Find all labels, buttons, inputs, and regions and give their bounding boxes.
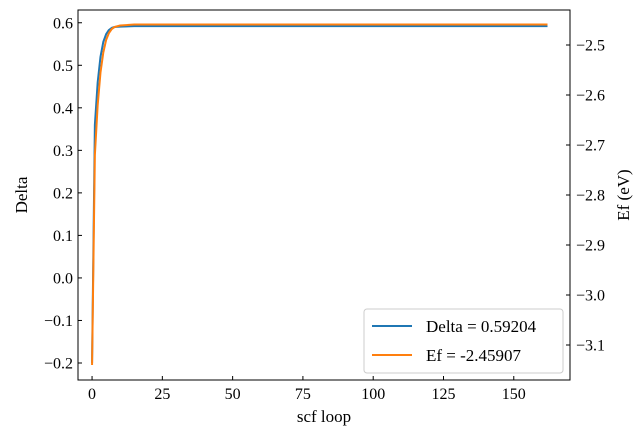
left-y-tick-label: 0.3 — [53, 143, 73, 160]
x-tick-label: 125 — [431, 386, 455, 403]
x-tick-label: 0 — [88, 386, 96, 403]
x-axis-ticks: 0 25 50 75 100 125 150 — [88, 376, 526, 403]
right-y-axis-label: Ef (eV) — [614, 169, 633, 220]
right-y-tick-label: −2.6 — [576, 88, 605, 105]
legend-label-ef: Ef = -2.45907 — [426, 346, 522, 365]
left-y-tick-label: 0.1 — [53, 228, 73, 245]
plot-frame — [77, 9, 571, 381]
left-y-tick-label: 0.0 — [53, 270, 73, 287]
x-tick-label: 50 — [225, 386, 241, 403]
x-tick-label: 150 — [502, 386, 526, 403]
left-y-tick-label: 0.5 — [53, 58, 73, 75]
left-y-tick-label: 0.4 — [53, 100, 73, 117]
x-tick-label: 100 — [361, 386, 385, 403]
left-y-tick-label: −0.2 — [44, 355, 73, 372]
series-line-ef — [91, 23, 548, 366]
right-y-tick-label: −2.7 — [576, 138, 605, 155]
right-y-axis-ticks: −3.1 −3.0 −2.9 −2.8 −2.7 −2.6 −2.5 — [566, 38, 605, 355]
left-y-tick-label: 0.2 — [53, 185, 73, 202]
legend-box — [363, 308, 564, 374]
right-y-tick-label: −2.9 — [576, 238, 605, 255]
left-y-tick-label: 0.6 — [53, 15, 73, 32]
legend-label-delta: Delta = 0.59204 — [426, 317, 537, 336]
x-tick-label: 25 — [154, 386, 170, 403]
right-y-tick-label: −2.5 — [576, 38, 605, 55]
right-y-tick-label: −3.0 — [576, 288, 605, 305]
x-axis-label: scf loop — [297, 407, 351, 426]
legend: Delta = 0.59204 Ef = -2.45907 — [363, 308, 564, 374]
left-y-axis-label: Delta — [12, 176, 31, 213]
left-y-axis-ticks: −0.2 −0.1 0.0 0.1 0.2 0.3 0.4 0.5 0.6 — [44, 15, 82, 372]
x-tick-label: 75 — [295, 386, 311, 403]
right-y-tick-label: −2.8 — [576, 188, 605, 205]
right-y-tick-label: −3.1 — [576, 338, 605, 355]
series-group — [91, 23, 548, 366]
left-y-tick-label: −0.1 — [44, 313, 73, 330]
series-line-delta — [91, 25, 548, 364]
